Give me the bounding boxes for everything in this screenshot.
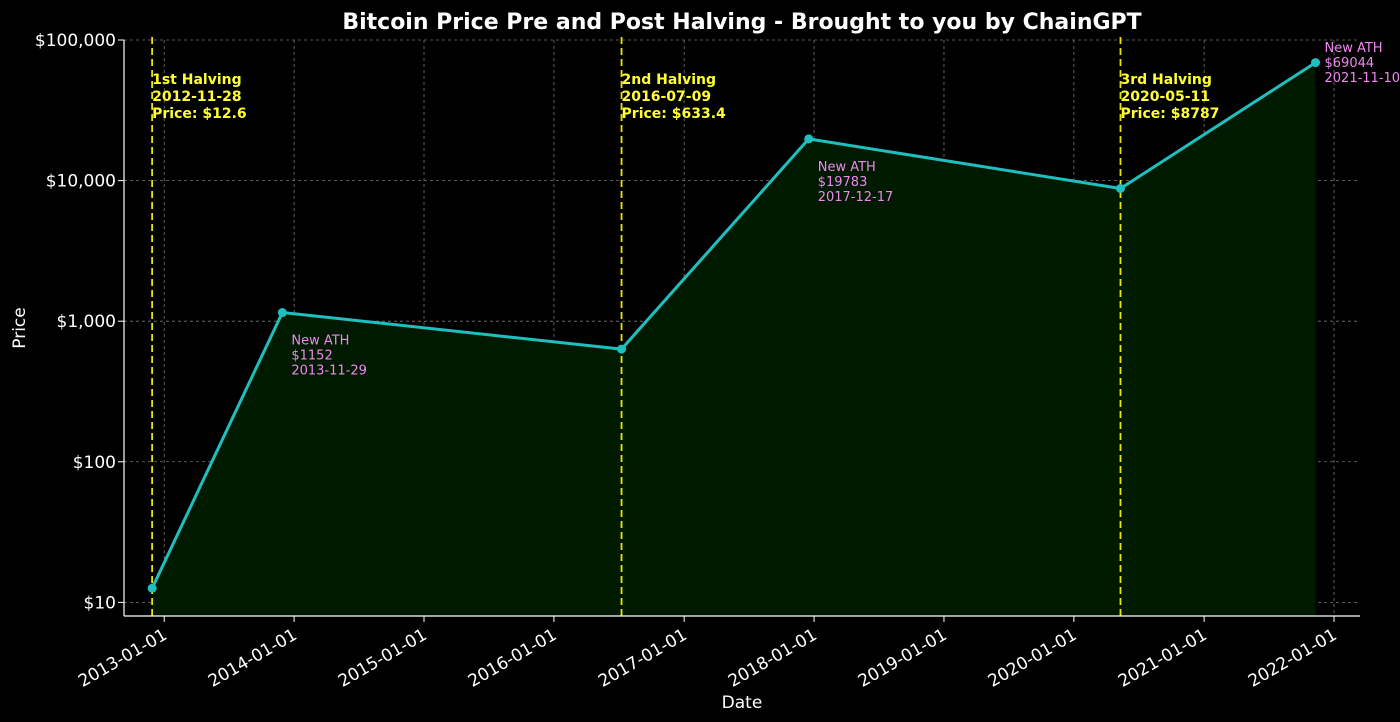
y-tick-label: $1,000 <box>57 312 116 332</box>
y-tick-label: $100 <box>73 453 116 473</box>
price-line <box>150 61 1317 589</box>
ath-label: New ATH <box>291 334 349 349</box>
price-point <box>1311 58 1321 68</box>
price-point <box>147 583 157 593</box>
halving-label: Price: $12.6 <box>152 106 247 122</box>
ath-label: 2013-11-29 <box>291 364 367 379</box>
y-tick-label: $10,000 <box>46 172 116 192</box>
ath-label: $1152 <box>291 349 332 364</box>
ath-label: 2021-11-10 <box>1325 71 1400 86</box>
price-point <box>617 344 627 354</box>
halving-label: 2nd Halving <box>622 72 716 88</box>
halving-label: 2020-05-11 <box>1120 89 1210 105</box>
y-tick-label: $100,000 <box>35 31 116 51</box>
ath-label: 2017-12-17 <box>818 190 894 205</box>
y-axis-label: Price <box>10 307 30 348</box>
ath-label: $19783 <box>818 175 868 190</box>
halving-label: 2016-07-09 <box>622 89 712 105</box>
halving-label: Price: $633.4 <box>622 106 727 122</box>
price-point <box>1115 183 1125 193</box>
price-area-fill <box>152 62 1316 617</box>
y-tick-label: $10 <box>84 593 116 613</box>
ath-label: New ATH <box>1325 41 1383 56</box>
ath-label: New ATH <box>818 160 876 175</box>
price-point <box>277 308 287 318</box>
halving-label: Price: $8787 <box>1120 106 1219 122</box>
halving-label: 1st Halving <box>152 72 242 88</box>
ath-label: $69044 <box>1325 56 1375 71</box>
price-line-layer <box>147 58 1321 593</box>
x-axis-label: Date <box>722 693 763 713</box>
halving-label: 2012-11-28 <box>152 89 242 105</box>
price-point <box>804 134 814 144</box>
halving-lines-layer <box>151 37 1122 616</box>
halving-label: 3rd Halving <box>1120 72 1211 88</box>
chart-title: Bitcoin Price Pre and Post Halving - Bro… <box>342 10 1141 35</box>
area-fill-layer <box>152 62 1316 617</box>
